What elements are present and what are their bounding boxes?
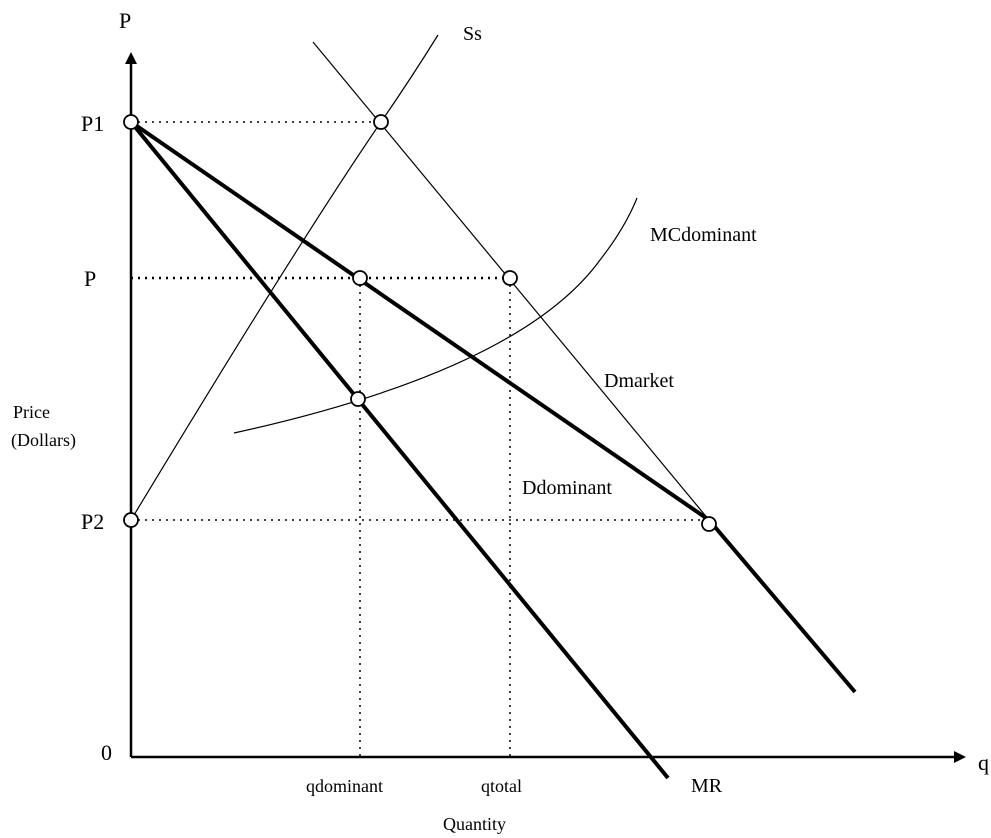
- mc-dominant-label: MCdominant: [650, 224, 757, 246]
- supply-demand-top-point: [373, 114, 389, 130]
- guide-lines: [131, 121, 709, 757]
- d-dominant-label: Ddominant: [522, 477, 612, 499]
- supply-small-curve: [130, 34, 439, 521]
- qtotal-label: qtotal: [481, 776, 522, 796]
- intersection-markers: [123, 114, 717, 532]
- axes: [125, 52, 966, 763]
- p2-label: P2: [81, 509, 104, 534]
- mr-curve: [129, 120, 670, 780]
- mr-mc-point: [350, 391, 366, 407]
- d-dominant-curve: [129, 120, 857, 694]
- supply-small-label: Ss: [463, 23, 482, 45]
- d-dominant-at-p-point: [352, 270, 368, 286]
- thick-curves: [129, 120, 857, 780]
- y-axis-symbol: P: [119, 8, 131, 33]
- qdominant-label: qdominant: [306, 776, 383, 796]
- y-title-line2: (Dollars): [11, 430, 76, 451]
- mc-dominant-curve: [233, 197, 638, 434]
- y-title-line1: Price: [13, 402, 50, 422]
- x-axis-symbol: q: [978, 750, 989, 775]
- origin-label: 0: [101, 740, 112, 765]
- x-title: Quantity: [443, 814, 506, 834]
- d-market-at-p-point: [502, 270, 518, 286]
- p1-point: [123, 114, 139, 130]
- p1-label: P1: [81, 111, 104, 136]
- p2-point: [123, 512, 139, 528]
- kink-point: [701, 516, 717, 532]
- d-market-label: Dmarket: [604, 370, 674, 392]
- mr-label: MR: [691, 775, 723, 797]
- p-label: P: [84, 266, 96, 291]
